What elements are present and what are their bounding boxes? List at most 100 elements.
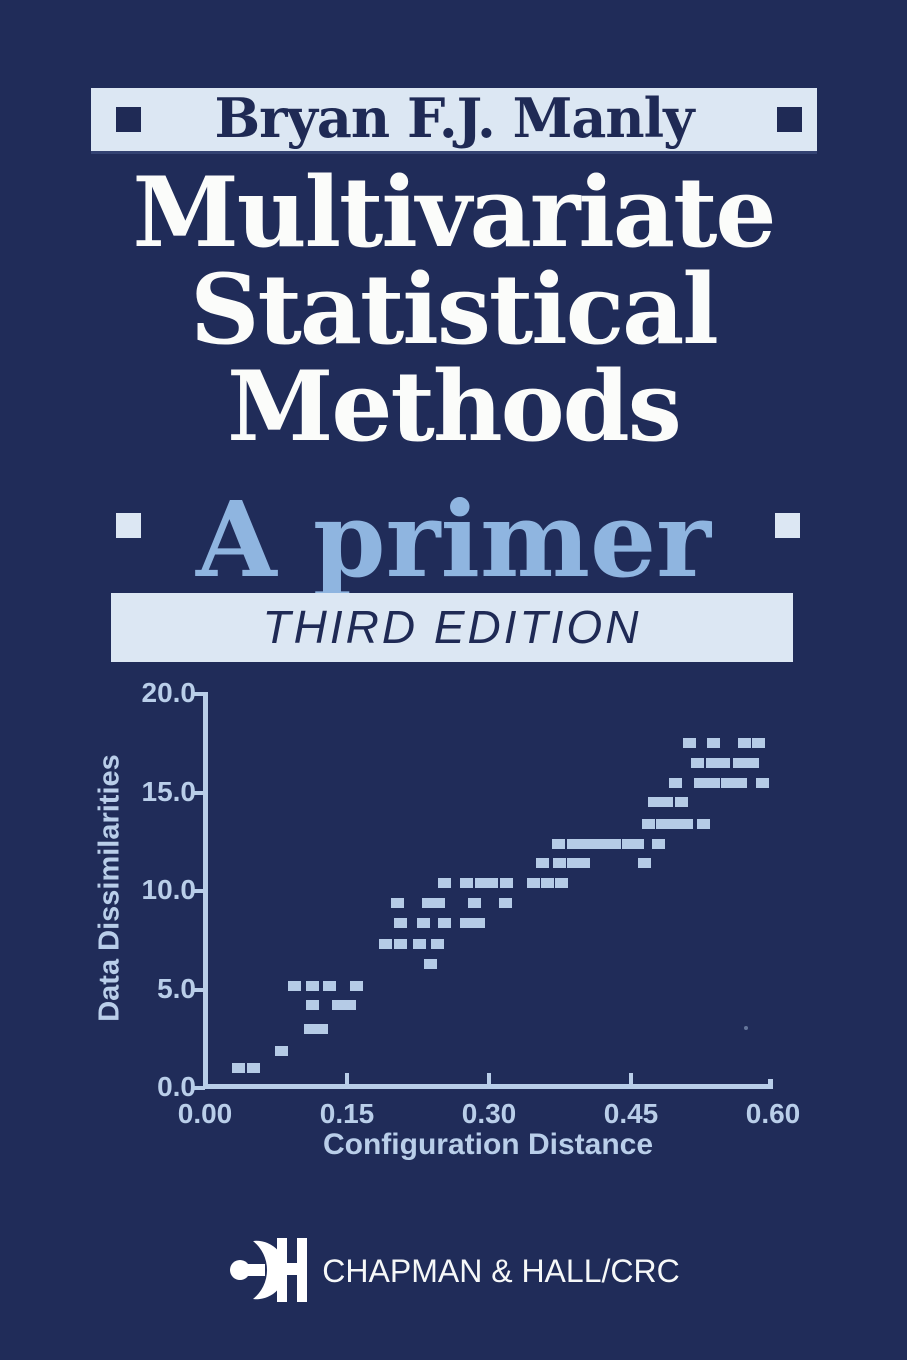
data-point — [621, 838, 635, 849]
data-point — [472, 917, 486, 928]
data-point — [431, 939, 445, 950]
data-point — [660, 797, 674, 808]
data-point — [552, 858, 566, 869]
data-point — [474, 878, 488, 889]
data-point — [438, 917, 451, 928]
y-tick-label: 20.0 — [141, 677, 197, 708]
data-point — [705, 757, 719, 768]
data-point — [303, 1023, 317, 1034]
data-point — [421, 897, 435, 908]
x-tick — [345, 1073, 349, 1084]
data-point — [717, 757, 731, 768]
data-point — [577, 838, 591, 849]
data-point — [668, 777, 682, 788]
data-point — [752, 738, 766, 749]
data-point — [588, 838, 602, 849]
data-point — [485, 878, 499, 889]
data-point — [413, 939, 427, 950]
data-point — [246, 1063, 260, 1074]
data-point — [423, 958, 437, 969]
data-point — [648, 797, 662, 808]
y-tick-label: 0.0 — [157, 1071, 196, 1102]
data-point — [655, 819, 669, 830]
data-point — [331, 1000, 345, 1011]
data-point — [231, 1063, 245, 1074]
data-point — [459, 917, 473, 928]
data-point — [577, 858, 591, 869]
data-point — [738, 738, 752, 749]
y-axis-title: Data Dissimilarities — [93, 754, 126, 1022]
x-tick — [487, 1073, 491, 1084]
data-point — [566, 858, 580, 869]
data-point — [390, 897, 404, 908]
data-point — [536, 858, 550, 869]
data-point — [498, 897, 512, 908]
data-point — [288, 980, 302, 991]
author-name: Bryan F.J. Manly — [214, 85, 694, 150]
data-point — [343, 1000, 357, 1011]
data-point — [651, 838, 665, 849]
data-point — [697, 819, 711, 830]
y-tick — [193, 692, 205, 696]
title-line-2: Statistical — [190, 253, 719, 366]
x-tick-label: 0.00 — [177, 1098, 233, 1129]
decorative-square-icon — [116, 513, 141, 538]
data-point — [394, 917, 408, 928]
decorative-square-icon — [777, 107, 802, 132]
decorative-square-icon — [775, 513, 800, 538]
data-point — [706, 738, 720, 749]
data-point — [745, 757, 759, 768]
x-tick-label: 0.45 — [603, 1098, 659, 1129]
data-point — [314, 1023, 328, 1034]
data-point — [668, 819, 682, 830]
data-point — [642, 819, 656, 830]
y-tick — [193, 1086, 205, 1090]
data-point — [756, 777, 770, 788]
data-point — [631, 838, 645, 849]
subtitle-row: A primer — [0, 480, 907, 605]
data-point — [693, 777, 707, 788]
y-tick — [193, 889, 205, 893]
x-axis-end-tick — [768, 1079, 773, 1089]
title-line-1: Multivariate — [132, 156, 777, 269]
x-axis — [203, 1084, 773, 1089]
x-axis-title: Configuration Distance — [322, 1128, 654, 1161]
author-banner: Bryan F.J. Manly — [91, 85, 817, 151]
x-tick — [629, 1073, 633, 1084]
data-point — [438, 878, 451, 889]
data-point — [551, 838, 565, 849]
title-line-3: Methods — [227, 350, 682, 463]
data-point — [459, 878, 473, 889]
y-axis — [203, 692, 208, 1089]
y-tick-label: 15.0 — [141, 775, 197, 807]
data-point — [393, 939, 407, 950]
data-point — [608, 838, 622, 849]
data-point — [680, 819, 694, 830]
publisher-block: CHAPMAN & HALL/CRC — [0, 1237, 907, 1303]
data-point — [706, 777, 720, 788]
chapman-hall-crc-logo-icon — [230, 1238, 308, 1302]
x-tick-label: 0.30 — [461, 1098, 517, 1129]
data-point — [690, 757, 704, 768]
book-subtitle: A primer — [196, 478, 711, 601]
edition-banner: THIRD EDITION — [111, 593, 793, 662]
data-point — [500, 878, 514, 889]
data-point — [674, 797, 688, 808]
data-point — [541, 878, 555, 889]
data-point — [349, 980, 363, 991]
data-point — [379, 939, 393, 950]
data-point — [432, 897, 446, 908]
data-point — [417, 917, 431, 928]
print-speck — [744, 1026, 748, 1030]
data-point — [275, 1045, 289, 1056]
data-point — [306, 1000, 320, 1011]
data-point — [598, 838, 612, 849]
decorative-square-icon — [116, 107, 141, 132]
data-point — [555, 878, 569, 889]
data-point — [566, 838, 580, 849]
x-tick-label: 0.60 — [745, 1098, 801, 1129]
publisher-name: CHAPMAN & HALL/CRC — [322, 1252, 680, 1289]
data-point — [637, 858, 651, 869]
data-point — [733, 757, 747, 768]
